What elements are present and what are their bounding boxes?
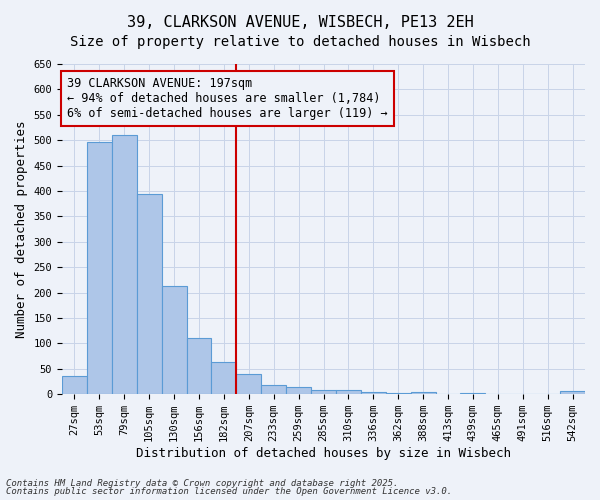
- Bar: [62, 376, 87, 394]
- Bar: [236, 374, 261, 394]
- Text: 39, CLARKSON AVENUE, WISBECH, PE13 2EH: 39, CLARKSON AVENUE, WISBECH, PE13 2EH: [127, 15, 473, 30]
- Text: 39 CLARKSON AVENUE: 197sqm
← 94% of detached houses are smaller (1,784)
6% of se: 39 CLARKSON AVENUE: 197sqm ← 94% of deta…: [67, 77, 388, 120]
- Text: Contains public sector information licensed under the Open Government Licence v3: Contains public sector information licen…: [6, 487, 452, 496]
- Bar: [460, 393, 485, 394]
- Text: Size of property relative to detached houses in Wisbech: Size of property relative to detached ho…: [70, 35, 530, 49]
- Bar: [87, 142, 112, 394]
- X-axis label: Distribution of detached houses by size in Wisbech: Distribution of detached houses by size …: [136, 447, 511, 460]
- Bar: [286, 387, 311, 394]
- Bar: [410, 392, 436, 394]
- Bar: [112, 135, 137, 394]
- Bar: [261, 384, 286, 394]
- Text: Contains HM Land Registry data © Crown copyright and database right 2025.: Contains HM Land Registry data © Crown c…: [6, 478, 398, 488]
- Bar: [560, 390, 585, 394]
- Bar: [161, 286, 187, 394]
- Bar: [361, 392, 386, 394]
- Bar: [336, 390, 361, 394]
- Bar: [211, 362, 236, 394]
- Bar: [311, 390, 336, 394]
- Bar: [187, 338, 211, 394]
- Y-axis label: Number of detached properties: Number of detached properties: [15, 120, 28, 338]
- Bar: [386, 392, 410, 394]
- Bar: [137, 194, 161, 394]
